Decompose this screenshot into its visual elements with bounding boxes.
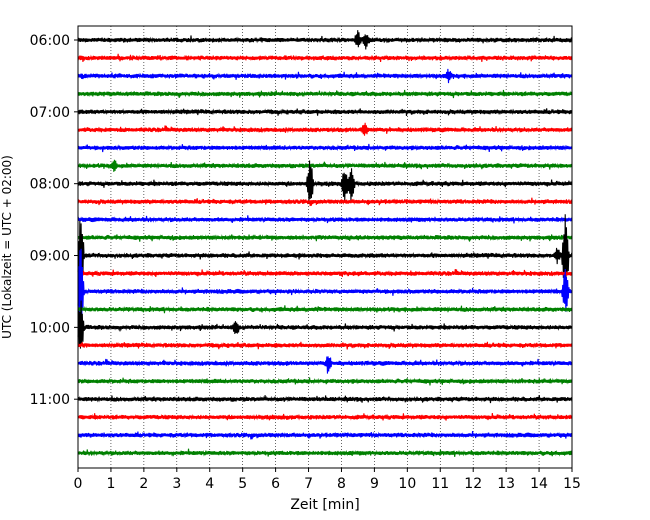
x-tick-label: 14 bbox=[530, 476, 548, 492]
y-tick-label: 11:00 bbox=[30, 392, 70, 408]
trace-line bbox=[77, 300, 573, 349]
y-tick-label: 09:00 bbox=[30, 249, 70, 265]
trace-line bbox=[77, 143, 573, 153]
trace-line bbox=[77, 53, 573, 62]
x-tick-label: 9 bbox=[370, 476, 379, 492]
x-axis-ticks: 0 1 2 3 4 5 6 7 8 9 10 11 12 13 14 15 bbox=[74, 468, 581, 492]
x-tick-label: 10 bbox=[398, 476, 416, 492]
x-tick-label: 15 bbox=[563, 476, 581, 492]
trace-line bbox=[77, 108, 573, 116]
x-tick-label: 4 bbox=[205, 476, 214, 492]
x-tick-label: 0 bbox=[74, 476, 83, 492]
trace-line bbox=[77, 431, 573, 440]
trace-line bbox=[77, 341, 573, 350]
seismic-traces bbox=[77, 30, 573, 457]
y-axis-label: UTC (Lokalzeit = UTC + 02:00) bbox=[0, 155, 14, 339]
trace-line bbox=[77, 122, 573, 136]
trace-line bbox=[77, 68, 573, 84]
x-tick-label: 11 bbox=[431, 476, 449, 492]
x-tick-label: 7 bbox=[304, 476, 313, 492]
trace-line bbox=[77, 89, 573, 99]
x-tick-label: 12 bbox=[464, 476, 482, 492]
y-axis-ticks: 06:00 07:00 08:00 09:00 10:00 11:00 bbox=[30, 33, 78, 408]
trace-line bbox=[77, 269, 573, 278]
trace-line bbox=[77, 30, 573, 50]
y-tick-label: 10:00 bbox=[30, 320, 70, 336]
y-tick-label: 08:00 bbox=[30, 177, 70, 193]
x-tick-label: 6 bbox=[271, 476, 280, 492]
trace-line bbox=[77, 448, 573, 457]
x-tick-label: 1 bbox=[106, 476, 115, 492]
trace-line bbox=[77, 214, 573, 299]
trace-line bbox=[77, 160, 573, 204]
y-tick-label: 07:00 bbox=[30, 105, 70, 121]
trace-line bbox=[77, 356, 573, 374]
trace-line bbox=[77, 197, 573, 207]
x-tick-label: 5 bbox=[238, 476, 247, 492]
x-tick-label: 13 bbox=[497, 476, 515, 492]
x-axis-label: Zeit [min] bbox=[290, 497, 359, 513]
trace-line bbox=[77, 305, 573, 314]
trace-line bbox=[77, 413, 573, 421]
x-tick-label: 8 bbox=[337, 476, 346, 492]
trace-line bbox=[77, 377, 573, 386]
trace-line bbox=[77, 395, 573, 404]
x-tick-label: 3 bbox=[172, 476, 181, 492]
trace-line bbox=[77, 234, 573, 242]
trace-line bbox=[77, 215, 573, 224]
trace-line bbox=[77, 248, 573, 333]
trace-line bbox=[77, 159, 573, 172]
plot-frame bbox=[77, 25, 573, 469]
y-tick-label: 06:00 bbox=[30, 33, 70, 49]
x-tick-label: 2 bbox=[139, 476, 148, 492]
